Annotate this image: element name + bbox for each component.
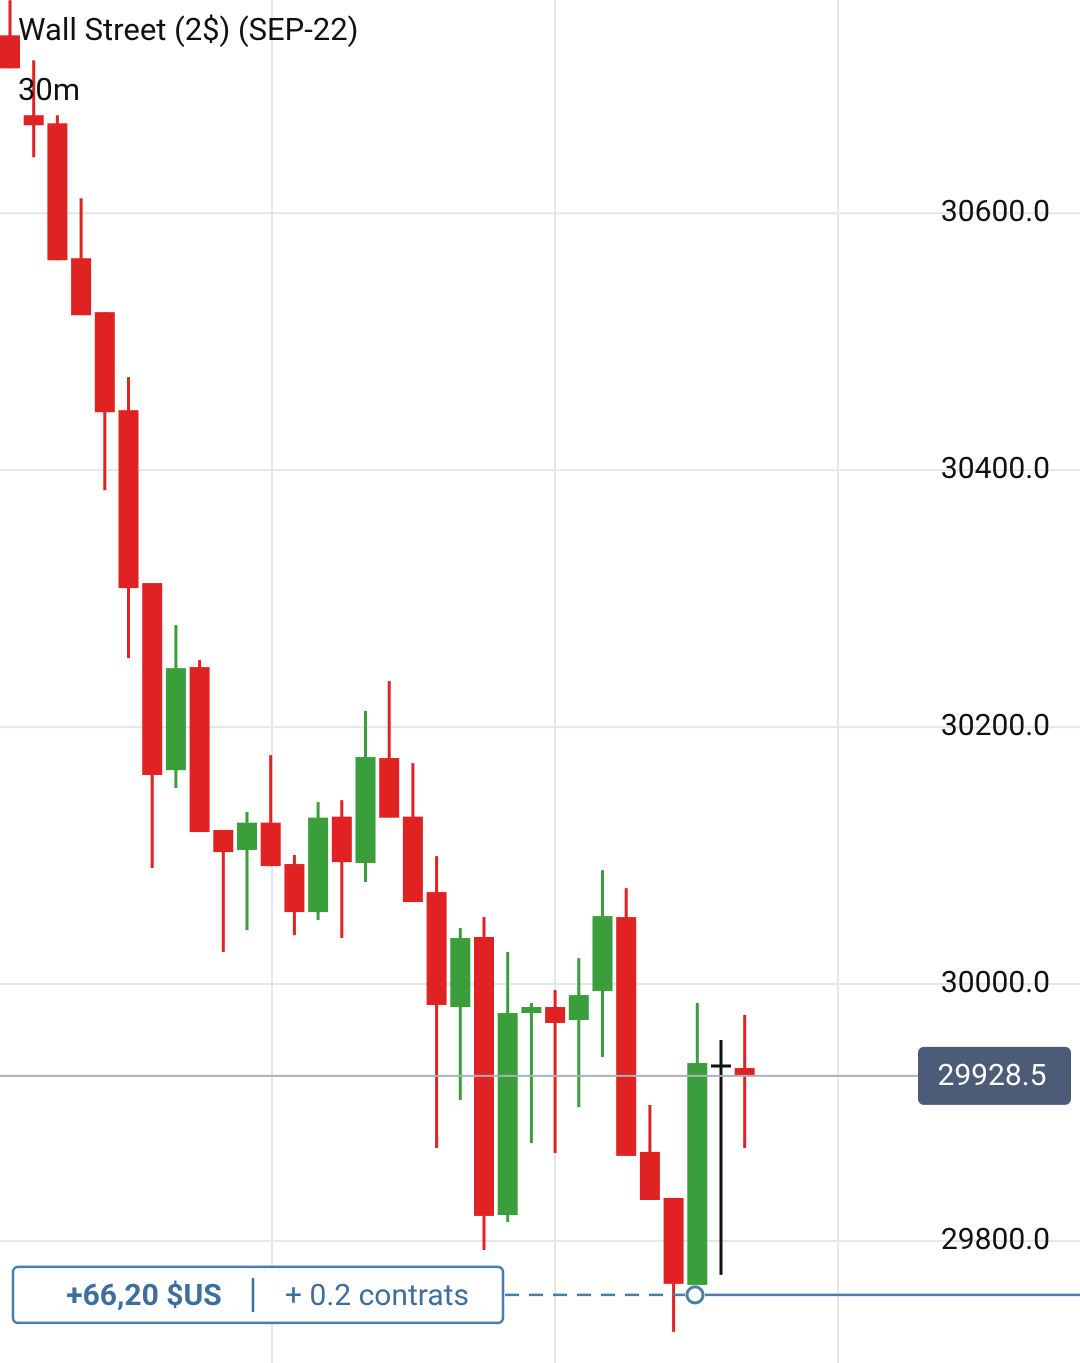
candle-body: [213, 830, 234, 853]
y-tick-label: 30200.0: [941, 708, 1050, 743]
candle-body: [545, 1007, 566, 1023]
candle-body: [497, 1013, 518, 1216]
candle-body: [355, 757, 376, 864]
candle-body: [284, 864, 305, 913]
interval-label: 30m: [18, 71, 80, 108]
plot: 29800.0 30000.0 30200.0 30400.0 30600.0 29928…: [0, 0, 1080, 1332]
candle-body: [94, 312, 115, 413]
candle-body: [521, 1007, 542, 1014]
candle-body: [450, 938, 471, 1008]
position-size: + 0.2 contrats: [285, 1278, 469, 1313]
candle-body: [0, 35, 20, 69]
grid: [271, 0, 839, 1363]
candle-body: [687, 1063, 708, 1285]
candle-body: [23, 115, 44, 126]
candle-body: [118, 410, 139, 589]
current-price-label: 29928.5: [937, 1058, 1046, 1093]
candle-body: [142, 583, 163, 776]
candle-body: [379, 758, 400, 818]
candle-body: [260, 822, 281, 867]
position-box: [11, 1265, 505, 1325]
candle-body: [237, 822, 257, 851]
candle-body: [47, 123, 68, 261]
candle-body: [711, 1064, 731, 1068]
candle-body: [308, 817, 329, 913]
candle-body: [165, 668, 186, 771]
candle-body: [568, 995, 589, 1021]
candle-body: [734, 1068, 755, 1077]
candle-body: [189, 667, 210, 833]
chart-title: Wall Street (2$) (SEP-22): [18, 11, 358, 48]
candle-body: [616, 917, 637, 1156]
y-tick-label: 30400.0: [941, 451, 1050, 486]
y-tick-label: 29800.0: [941, 1222, 1050, 1257]
candle-body: [331, 816, 352, 863]
y-tick-label: 30000.0: [941, 965, 1050, 1000]
candle-body: [402, 816, 423, 903]
position-marker: [685, 1285, 705, 1305]
current-price-box: [918, 1046, 1071, 1105]
candle-body: [426, 892, 447, 1005]
position-pnl: +66,20 $US: [66, 1278, 222, 1313]
candle-body: [592, 916, 613, 992]
candle-body: [639, 1151, 660, 1200]
candle-body: [71, 258, 92, 316]
candle-body: [663, 1197, 684, 1284]
y-tick-label: 30600.0: [941, 194, 1050, 229]
